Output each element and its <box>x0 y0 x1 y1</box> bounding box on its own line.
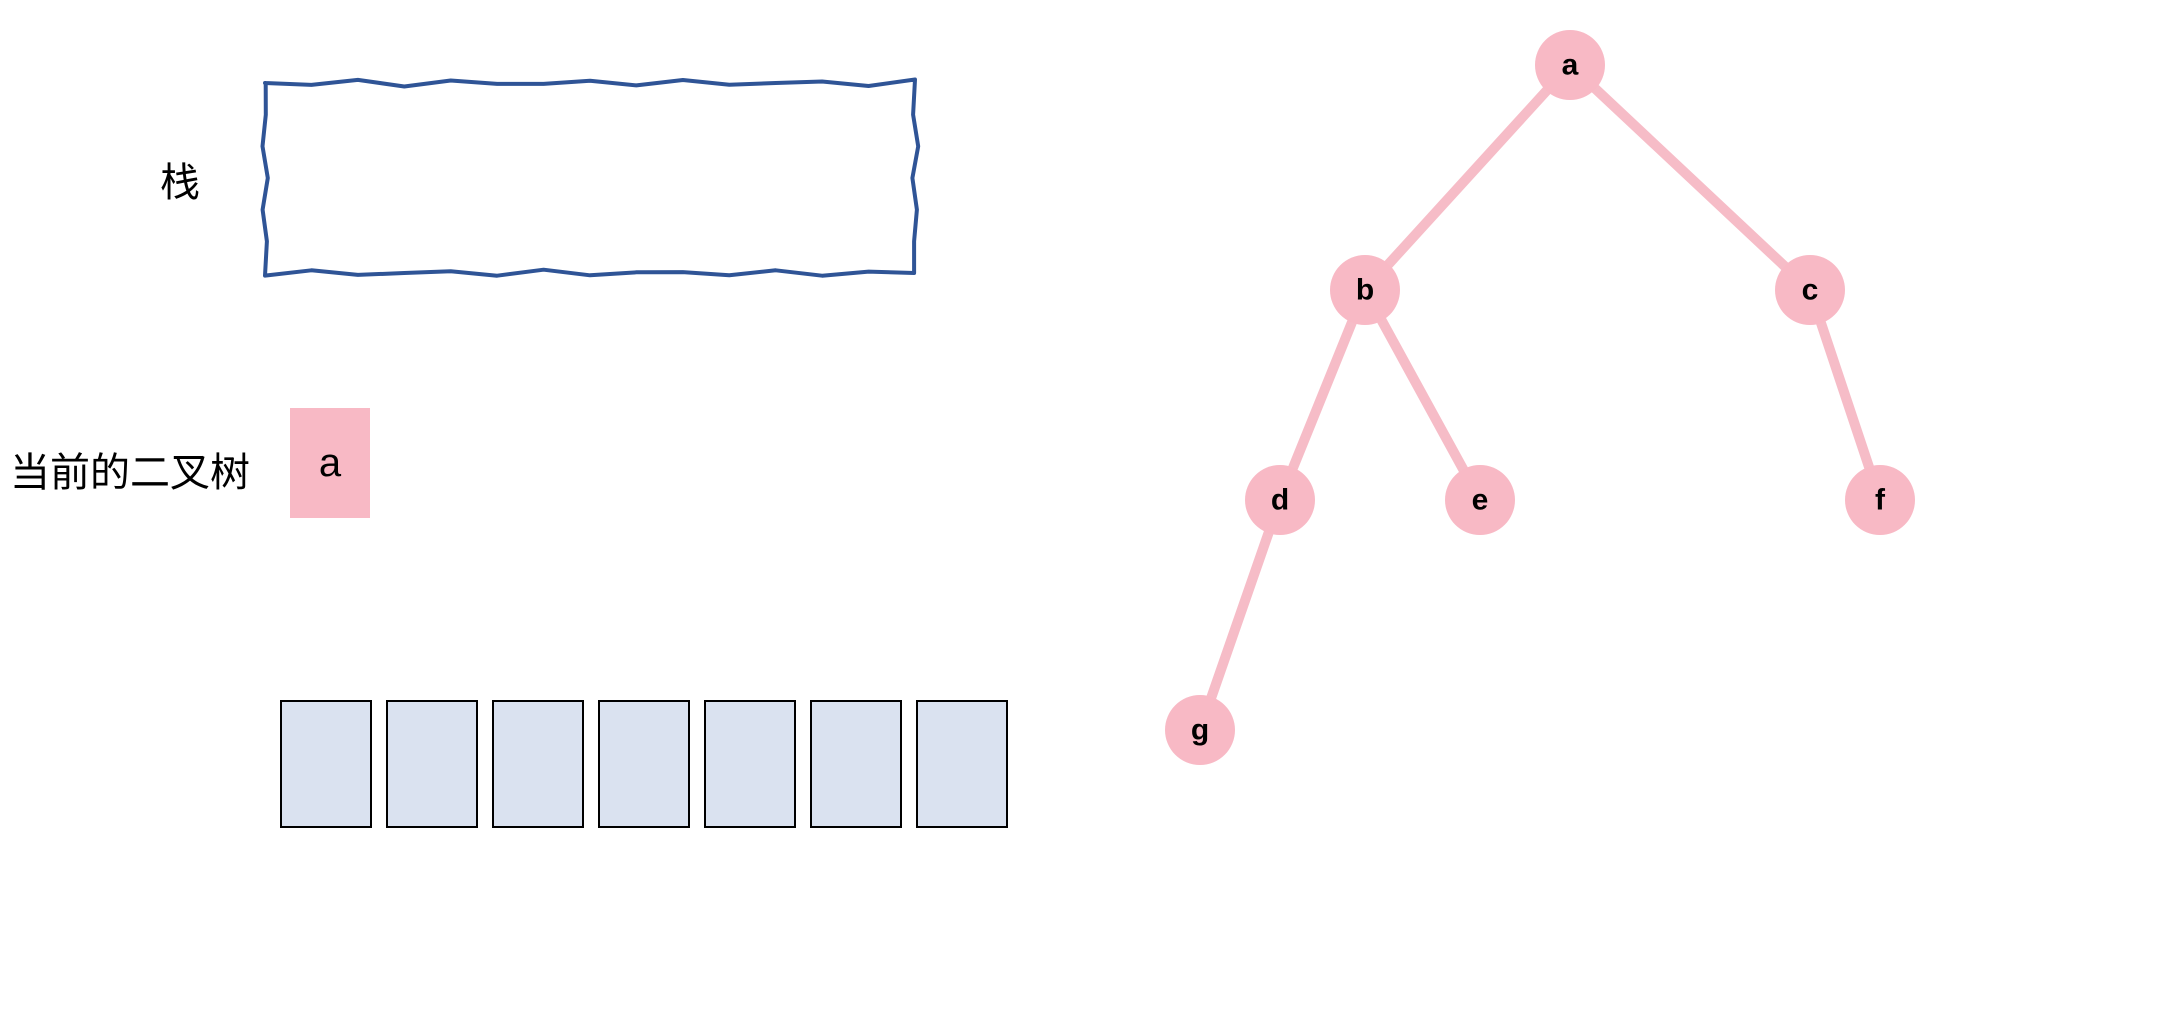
tree-node-label: f <box>1875 484 1886 517</box>
tree-edge <box>1596 89 1785 266</box>
tree-node-label: b <box>1356 274 1374 307</box>
tree-node-a: a <box>1535 30 1605 100</box>
tree-node-c: c <box>1775 255 1845 325</box>
array-cell <box>810 700 902 828</box>
tree-node-d: d <box>1245 465 1315 535</box>
array-cell <box>386 700 478 828</box>
current-node-text: a <box>319 441 341 486</box>
binary-tree: a b c d e f g <box>1090 10 1990 870</box>
tree-edge <box>1821 323 1869 467</box>
array-cell <box>916 700 1008 828</box>
array-cell <box>280 700 372 828</box>
tree-node-label: e <box>1472 484 1489 517</box>
tree-node-label: a <box>1562 49 1579 82</box>
tree-node-g: g <box>1165 695 1235 765</box>
tree-edge <box>1293 322 1352 467</box>
current-node-box: a <box>290 408 370 518</box>
stack-box <box>255 73 925 283</box>
tree-node-label: c <box>1802 274 1819 307</box>
tree-edge <box>1382 321 1463 470</box>
output-array <box>280 700 1008 828</box>
tree-node-label: d <box>1271 484 1289 517</box>
array-cell <box>492 700 584 828</box>
tree-node-label: g <box>1191 714 1209 747</box>
tree-node-e: e <box>1445 465 1515 535</box>
array-cell <box>704 700 796 828</box>
tree-node-f: f <box>1845 465 1915 535</box>
current-tree-label: 当前的二叉树 <box>10 440 250 498</box>
array-cell <box>598 700 690 828</box>
stack-label: 栈 <box>160 150 200 208</box>
tree-edge <box>1211 533 1268 697</box>
tree-node-b: b <box>1330 255 1400 325</box>
tree-edge <box>1389 91 1547 264</box>
